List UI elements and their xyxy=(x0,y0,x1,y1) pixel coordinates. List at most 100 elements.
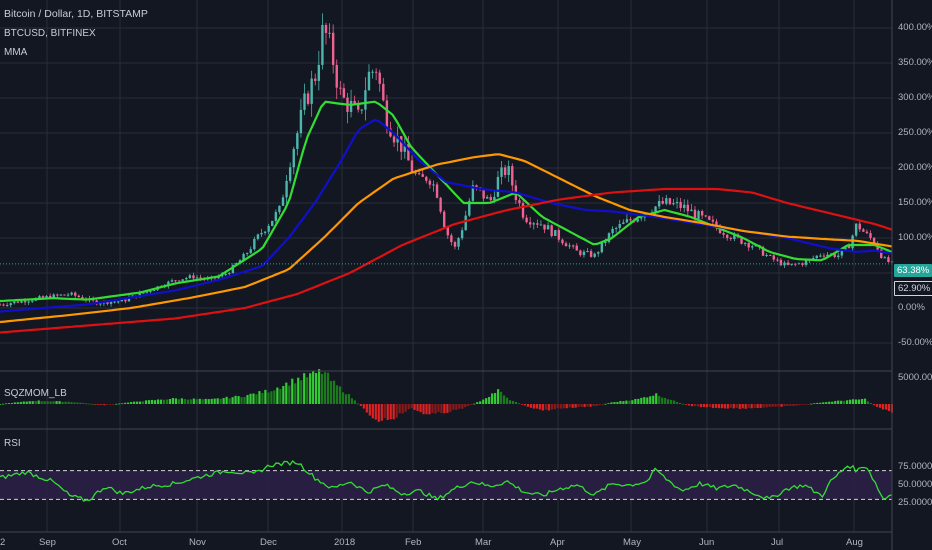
momentum-bar xyxy=(294,383,297,404)
momentum-bar xyxy=(726,404,729,409)
price-candle xyxy=(263,231,267,233)
price-candle xyxy=(575,245,578,251)
momentum-bar xyxy=(631,400,634,404)
price-candle xyxy=(443,211,446,228)
time-axis-tick: Sep xyxy=(39,537,56,548)
momentum-bar xyxy=(28,401,31,404)
momentum-bar xyxy=(291,378,294,404)
momentum-bar xyxy=(574,404,577,408)
momentum-bar xyxy=(207,399,210,404)
price-candle xyxy=(765,254,768,256)
momentum-bar xyxy=(828,401,831,404)
price-candle xyxy=(392,136,396,143)
momentum-bar xyxy=(82,403,85,404)
price-candle xyxy=(546,225,550,230)
price-candle xyxy=(13,301,16,304)
momentum-bar xyxy=(139,401,142,404)
momentum-bar xyxy=(374,404,377,420)
momentum-bar xyxy=(192,398,195,404)
price-candle xyxy=(374,71,378,73)
momentum-bar xyxy=(88,403,91,405)
momentum-bar xyxy=(452,404,455,410)
indicator-label-mma[interactable]: MMA xyxy=(4,47,28,58)
price-axis-tick: 350.00% xyxy=(898,57,932,68)
price-candle xyxy=(847,246,851,249)
price-candle xyxy=(776,259,779,261)
price-candle xyxy=(579,250,582,256)
moving-average-line xyxy=(0,187,893,334)
price-candle xyxy=(568,245,571,247)
price-candle xyxy=(611,228,614,234)
momentum-bar xyxy=(866,401,870,404)
momentum-bar xyxy=(455,404,458,410)
momentum-bar xyxy=(768,404,771,407)
momentum-bar xyxy=(878,404,882,408)
momentum-bar xyxy=(237,396,240,404)
moving-average-line xyxy=(0,153,893,324)
price-candle xyxy=(425,176,428,181)
price-candle xyxy=(675,201,679,204)
momentum-bar xyxy=(19,401,22,404)
momentum-bar xyxy=(526,404,530,407)
momentum-bar xyxy=(4,403,7,405)
price-candle xyxy=(693,209,697,219)
price-candle xyxy=(432,184,435,186)
momentum-bar xyxy=(687,404,691,406)
price-candle xyxy=(550,225,553,237)
price-candle xyxy=(145,291,149,293)
price-candle xyxy=(700,211,704,216)
price-candle xyxy=(385,100,389,129)
price-candle xyxy=(503,167,507,176)
momentum-bar xyxy=(279,388,282,404)
momentum-bar xyxy=(458,404,461,409)
price-candle xyxy=(63,294,66,296)
rsi-pane[interactable] xyxy=(0,460,893,502)
momentum-bar xyxy=(502,395,506,404)
price-candle xyxy=(317,64,321,81)
price-candle xyxy=(170,280,174,282)
momentum-indicator-label[interactable]: SQZMOM_LB xyxy=(4,388,67,399)
price-candle xyxy=(772,255,775,260)
price-candle xyxy=(708,216,711,220)
price-candle xyxy=(296,133,299,149)
momentum-bar xyxy=(392,404,395,420)
momentum-bar xyxy=(428,404,431,415)
price-candle xyxy=(460,230,464,239)
rsi-indicator-label[interactable]: RSI xyxy=(4,438,21,449)
momentum-bar xyxy=(216,398,219,404)
momentum-bar xyxy=(320,373,324,404)
momentum-bar xyxy=(711,404,715,409)
momentum-bar xyxy=(61,401,64,404)
price-candle xyxy=(840,250,844,256)
price-candle xyxy=(511,166,514,186)
momentum-bar xyxy=(377,404,380,422)
momentum-pane[interactable] xyxy=(0,369,893,422)
momentum-bar xyxy=(840,400,843,404)
time-axis-tick: Dec xyxy=(260,537,277,548)
price-candle xyxy=(331,32,335,65)
price-candle xyxy=(607,233,611,242)
price-candle xyxy=(661,200,664,204)
price-candle xyxy=(117,301,120,303)
price-candle xyxy=(260,232,263,235)
momentum-bar xyxy=(335,385,339,404)
momentum-bar xyxy=(285,382,288,404)
price-candle xyxy=(869,233,872,238)
price-candle xyxy=(686,204,690,212)
momentum-bar xyxy=(297,377,300,404)
momentum-bar xyxy=(690,404,694,407)
price-candle xyxy=(271,220,274,226)
price-pane[interactable] xyxy=(0,13,894,334)
price-candle xyxy=(457,238,460,247)
momentum-bar xyxy=(532,404,536,409)
compare-symbol-label[interactable]: BTCUSD, BITFINEX xyxy=(4,28,96,39)
price-candle xyxy=(815,255,818,258)
momentum-bar xyxy=(225,396,228,404)
price-candle xyxy=(679,201,682,208)
momentum-bar xyxy=(13,402,16,404)
price-candle xyxy=(27,301,30,303)
price-candle xyxy=(407,143,410,161)
price-candle xyxy=(99,303,102,305)
price-candle xyxy=(697,211,700,219)
